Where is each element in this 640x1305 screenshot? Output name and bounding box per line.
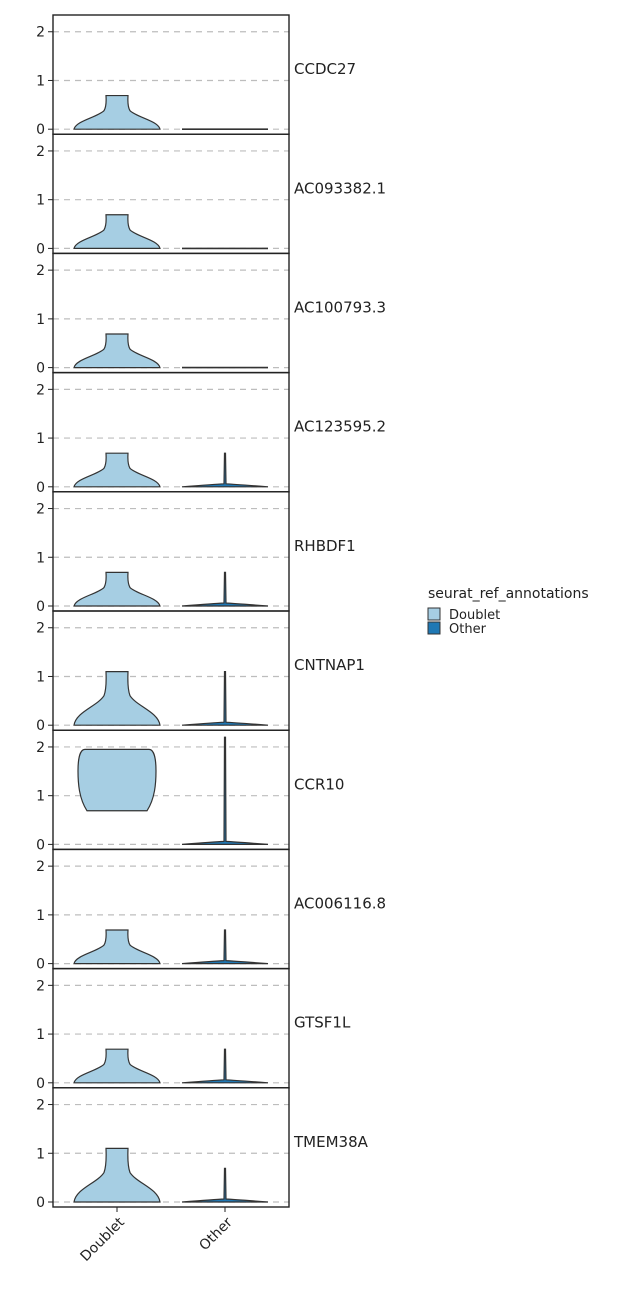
legend-swatch [427, 607, 441, 621]
panel-border [52, 491, 290, 612]
y-tick-label: 2 [36, 978, 45, 994]
panel-border [52, 848, 290, 970]
y-tick-label: 1 [36, 312, 45, 328]
y-tick-label: 0 [36, 957, 45, 973]
legend-label: Other [449, 622, 487, 637]
y-tick-label: 1 [36, 789, 45, 805]
legend-swatch [427, 621, 441, 635]
gene-label: CCDC27 [294, 60, 356, 78]
gene-label: GTSF1L [294, 1014, 351, 1032]
gene-label: AC100793.3 [294, 299, 386, 317]
y-tick-label: 2 [36, 382, 45, 398]
y-tick-label: 0 [36, 480, 45, 496]
violin-doublet [73, 571, 161, 607]
y-tick-label: 2 [36, 1098, 45, 1114]
panel-border [52, 14, 290, 135]
violin-other [181, 671, 269, 726]
y-tick-label: 2 [36, 25, 45, 41]
violin-other [181, 736, 269, 845]
violin-doublet [77, 748, 157, 812]
y-tick-label: 2 [36, 859, 45, 875]
y-tick-label: 1 [36, 669, 45, 685]
gene-label: RHBDF1 [294, 537, 356, 555]
x-tick-label: Doublet [78, 1214, 129, 1265]
gene-label: AC093382.1 [294, 179, 386, 197]
gene-label: CNTNAP1 [294, 656, 365, 674]
violin-doublet [73, 214, 161, 249]
y-tick-label: 2 [36, 502, 45, 518]
y-tick-label: 0 [36, 361, 45, 377]
y-tick-label: 2 [36, 263, 45, 279]
violin-other [181, 929, 269, 965]
y-tick-label: 1 [36, 193, 45, 209]
gene-label: AC006116.8 [294, 895, 386, 913]
y-tick-label: 0 [36, 122, 45, 138]
panel-border [52, 967, 290, 1089]
y-tick-label: 1 [36, 908, 45, 924]
y-tick-label: 1 [36, 73, 45, 89]
panel-border [52, 133, 290, 255]
legend-title: seurat_ref_annotations [428, 586, 589, 602]
y-tick-label: 2 [36, 621, 45, 637]
gene-label: CCR10 [294, 775, 344, 793]
y-tick-label: 0 [36, 1076, 45, 1092]
y-tick-label: 0 [36, 837, 45, 853]
legend-label: Doublet [449, 608, 500, 623]
gene-label: AC123595.2 [294, 418, 386, 436]
y-tick-label: 2 [36, 740, 45, 756]
panel-border [52, 371, 290, 493]
panel-border [52, 252, 290, 374]
violin-other [181, 1048, 269, 1084]
violin-other [181, 452, 269, 488]
y-tick-label: 2 [36, 144, 45, 160]
y-tick-label: 1 [36, 431, 45, 447]
violin-other [181, 571, 269, 607]
violin-doublet [73, 452, 161, 488]
violin-doublet [73, 1048, 161, 1084]
y-tick-label: 0 [36, 1195, 45, 1211]
violin-doublet [73, 333, 161, 369]
violin-other [181, 1167, 269, 1203]
violin-doublet [73, 94, 161, 130]
y-tick-label: 0 [36, 599, 45, 615]
y-tick-label: 1 [36, 550, 45, 566]
gene-label: TMEM38A [293, 1133, 369, 1151]
violin-doublet [73, 929, 161, 965]
y-tick-label: 0 [36, 718, 45, 734]
y-tick-label: 0 [36, 241, 45, 257]
panel-border [52, 1087, 290, 1208]
y-tick-label: 1 [36, 1027, 45, 1043]
y-tick-label: 1 [36, 1146, 45, 1162]
violin-doublet [73, 671, 161, 726]
violin-doublet [73, 1147, 161, 1203]
x-tick-label: Other [196, 1214, 236, 1254]
